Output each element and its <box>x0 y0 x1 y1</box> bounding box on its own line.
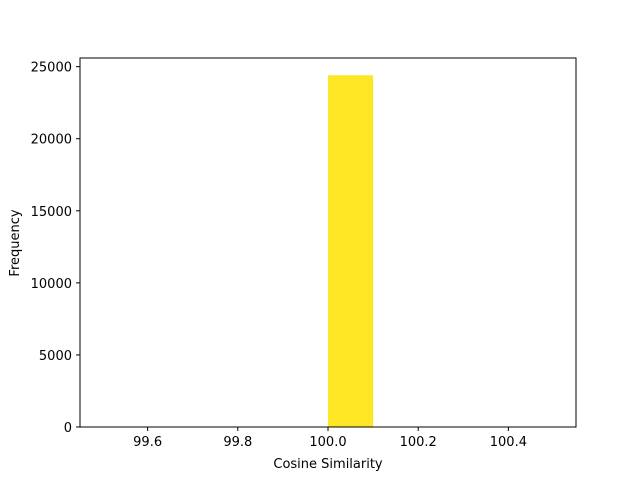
y-axis: 0 5000 10000 15000 20000 25000 <box>31 61 80 436</box>
y-tick-label: 5000 <box>39 349 72 364</box>
y-tick-label: 25000 <box>31 61 72 76</box>
x-tick-label: 100.0 <box>309 435 346 450</box>
x-tick-label: 99.8 <box>223 435 252 450</box>
y-tick-label: 20000 <box>31 133 72 148</box>
histogram-bar-0 <box>328 75 374 427</box>
bars-layer <box>328 75 374 427</box>
x-axis: 99.6 99.8 100.0 100.2 100.4 <box>133 427 527 450</box>
y-tick-label: 0 <box>64 421 72 436</box>
x-tick-label: 100.2 <box>400 435 437 450</box>
y-axis-label: Frequency <box>8 209 23 276</box>
x-tick-label: 100.4 <box>490 435 527 450</box>
y-tick-label: 10000 <box>31 277 72 292</box>
y-tick-label: 15000 <box>31 205 72 220</box>
x-axis-label: Cosine Similarity <box>273 457 383 472</box>
x-tick-label: 99.6 <box>133 435 162 450</box>
